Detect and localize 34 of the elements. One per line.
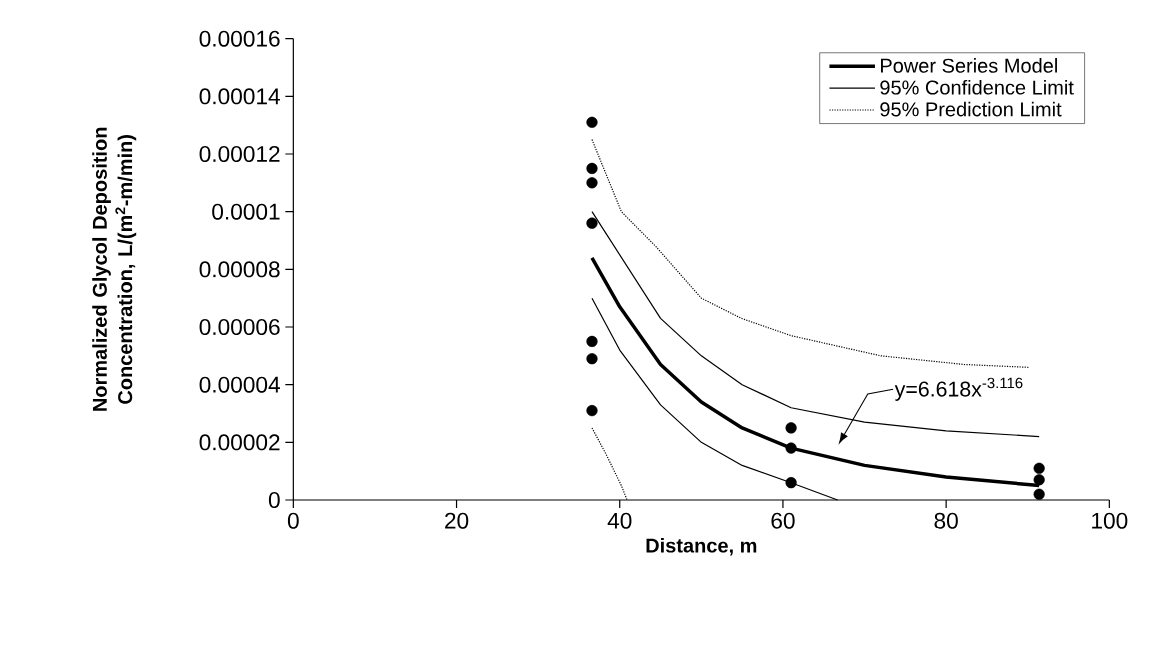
y-tick-label: 0.00004 [199, 376, 280, 393]
y-tick-label: 0.00006 [199, 318, 280, 336]
x-axis-title: Distance, m [646, 537, 757, 556]
point [1033, 474, 1045, 486]
x-tick-label: 20 [445, 512, 469, 529]
point [586, 162, 598, 175]
point [586, 217, 598, 229]
point [785, 442, 797, 454]
y-tick-label: 0.00016 [199, 30, 280, 47]
y-tick-label: 0 [268, 491, 280, 509]
y-tick-label: 0.0001 [212, 203, 280, 220]
x-tick-label: 100 [1092, 512, 1128, 529]
y-tick-label: 0.00008 [199, 261, 280, 278]
y-tick-label: 0.00002 [199, 434, 280, 451]
point [586, 353, 598, 365]
x-tick-label: 0 [287, 512, 299, 529]
point [586, 116, 598, 128]
x-tick-label: 40 [607, 512, 632, 529]
legend-label: Power Series Model [881, 58, 1057, 73]
line-series [591, 138, 1030, 368]
x-tick-label: 80 [934, 512, 958, 529]
annotation: y=6.618x$^{-3.116}$ [894, 377, 1023, 401]
point [785, 477, 797, 489]
point [1033, 488, 1045, 500]
point [785, 422, 797, 434]
x-tick-label: 60 [771, 512, 795, 529]
y-tick-label: 0.00012 [199, 145, 280, 163]
legend-label: 95% Confidence Limit [880, 79, 1074, 95]
legend-label: 95% Prediction Limit [880, 101, 1062, 117]
point [586, 335, 598, 348]
point [586, 405, 598, 417]
point [1033, 462, 1045, 474]
point [586, 177, 598, 189]
y-tick-label: 0.00014 [199, 88, 280, 105]
